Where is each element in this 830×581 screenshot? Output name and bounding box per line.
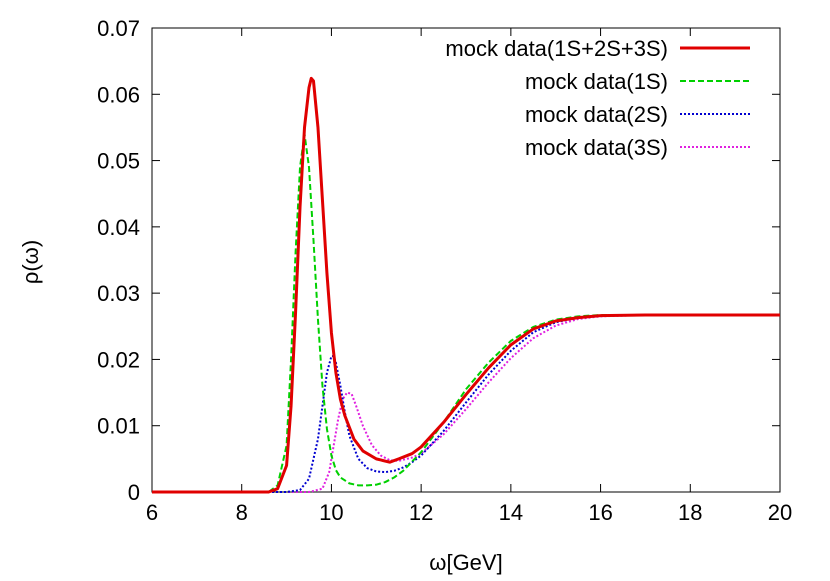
x-tick-label: 20 bbox=[768, 500, 792, 525]
axis-ticks bbox=[151, 27, 781, 493]
legend: mock data(1S+2S+3S) mock data(1S) mock dat… bbox=[445, 36, 750, 160]
y-tick-label: 0 bbox=[128, 480, 140, 505]
x-tick-label: 6 bbox=[146, 500, 158, 525]
y-tick-label: 0.04 bbox=[97, 215, 140, 240]
legend-label: mock data(3S) bbox=[525, 135, 668, 160]
y-tick-label: 0.02 bbox=[97, 347, 140, 372]
series-line bbox=[152, 314, 780, 493]
x-axis-label: ω[GeV] bbox=[429, 550, 502, 575]
y-tick-label: 0.05 bbox=[97, 149, 140, 174]
series-line bbox=[152, 76, 780, 494]
series-lines bbox=[152, 76, 780, 494]
x-tick-labels: 6 8 10 12 14 16 18 20 bbox=[146, 500, 792, 525]
legend-label: mock data(1S) bbox=[525, 69, 668, 94]
y-tick-label: 0.03 bbox=[97, 281, 140, 306]
y-tick-labels: 0 0.01 0.02 0.03 0.04 0.05 0.06 0.07 bbox=[97, 16, 140, 505]
legend-label: mock data(1S+2S+3S) bbox=[445, 36, 668, 61]
x-tick-label: 8 bbox=[236, 500, 248, 525]
plot-frame bbox=[151, 27, 781, 493]
x-tick-label: 10 bbox=[319, 500, 343, 525]
x-tick-label: 16 bbox=[588, 500, 612, 525]
y-tick-label: 0.06 bbox=[97, 82, 140, 107]
x-tick-label: 12 bbox=[409, 500, 433, 525]
series-line bbox=[152, 314, 780, 493]
x-tick-label: 14 bbox=[499, 500, 523, 525]
x-tick-label: 18 bbox=[678, 500, 702, 525]
series-line bbox=[152, 133, 780, 493]
legend-label: mock data(2S) bbox=[525, 102, 668, 127]
y-tick-label: 0.01 bbox=[97, 414, 140, 439]
y-axis-label: ρ(ω) bbox=[18, 240, 43, 284]
y-tick-label: 0.07 bbox=[97, 16, 140, 41]
